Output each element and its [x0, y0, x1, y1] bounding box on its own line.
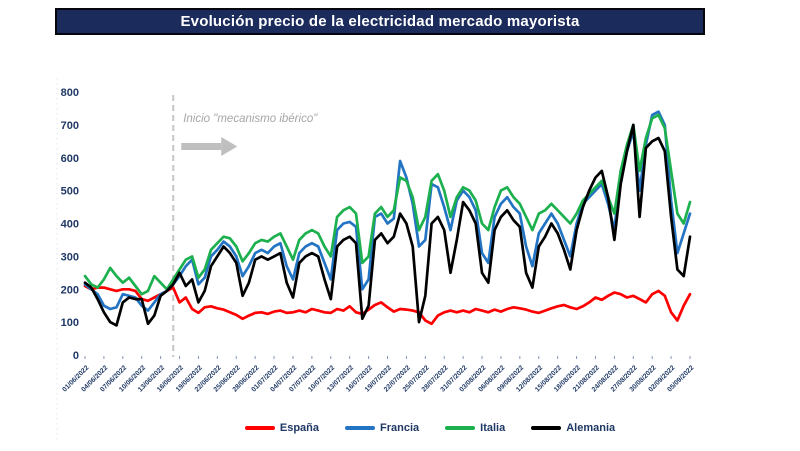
arrow-icon	[181, 143, 222, 150]
arrow-icon	[221, 137, 238, 156]
y-axis-tick-label: 400	[61, 219, 79, 231]
y-axis-tick-label: 200	[61, 284, 79, 296]
y-axis-tick-label: 600	[61, 153, 79, 165]
chart-legend: España Francia Italia Alemania	[190, 419, 670, 437]
legend-swatch-icon	[244, 426, 275, 430]
chart-title: Evolución precio de la electricidad merc…	[180, 13, 580, 30]
legend-item-alemania: Alemania	[531, 422, 615, 434]
y-axis-tick-label: 800	[61, 87, 79, 99]
annotation-label: Inicio "mecanismo ibérico"	[183, 113, 318, 125]
legend-label: Francia	[380, 422, 420, 434]
y-axis-tick-label: 100	[61, 317, 79, 329]
legend-swatch-icon	[345, 426, 375, 430]
series-line-españa	[83, 284, 692, 326]
legend-swatch-icon	[445, 426, 476, 430]
legend-label: España	[279, 422, 319, 434]
legend-item-italia: Italia	[445, 422, 505, 434]
legend-label: Italia	[480, 422, 506, 434]
legend-item-francia: Francia	[345, 422, 419, 434]
legend-item-españa: España	[244, 422, 319, 434]
y-axis-tick-label: 0	[73, 350, 79, 362]
y-axis-tick-label: 700	[61, 120, 79, 132]
chart-title-bar: Evolución precio de la electricidad merc…	[55, 8, 705, 35]
legend-swatch-icon	[531, 426, 562, 430]
series-line-alemania	[83, 123, 692, 327]
y-axis-tick-label: 500	[61, 186, 79, 198]
series-line-italia	[83, 113, 692, 296]
series-line-francia	[83, 110, 692, 312]
legend-label: Alemania	[566, 422, 616, 434]
y-axis-tick-label: 300	[61, 251, 79, 263]
